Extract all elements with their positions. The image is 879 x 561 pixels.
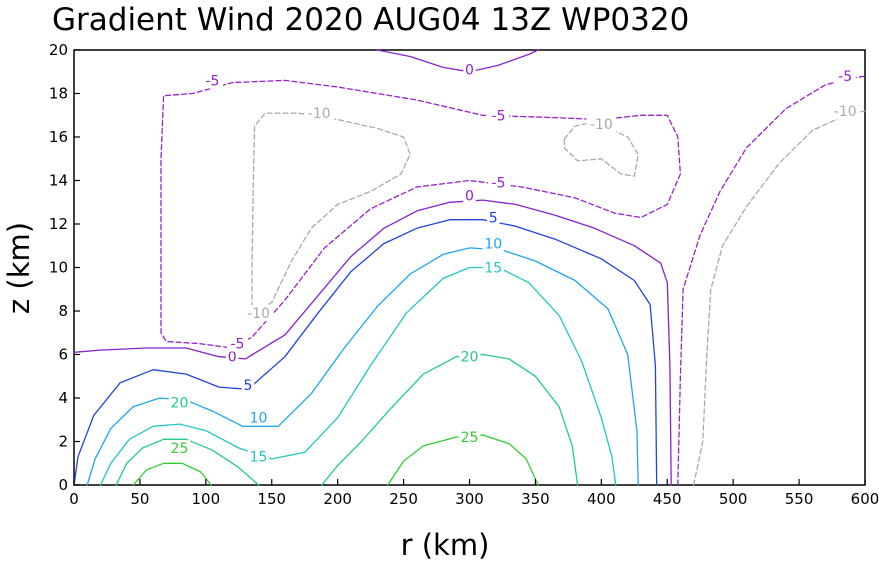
contour-label-20-1: 20: [171, 395, 189, 411]
contour-label-bg-10-1: [247, 409, 270, 426]
contour-line-20-1: [115, 438, 260, 486]
contour-label-neg5-2: -5: [492, 108, 506, 124]
contour-label-bg-0-3: [463, 61, 476, 78]
contour-label-bg-10-2: [482, 235, 504, 252]
x-axis: 0 50 100 150 200 250 300 350 400 450 500 550 600: [69, 479, 879, 508]
contour-label-bg-5-1: [241, 376, 255, 393]
y-axis: 0 2 4 6 8 10 12 14 16 18 20: [49, 41, 80, 494]
contour-label-bg-20-2: [458, 348, 481, 365]
y-tick-label: 6: [58, 346, 68, 364]
contour-line-25-1: [132, 462, 212, 486]
contour-label-neg10-3: -10: [247, 306, 270, 322]
contour-line-neg5-2: [160, 79, 682, 349]
contour-label-bg-15-1: [247, 448, 270, 465]
contour-label-bg-0-1: [225, 348, 239, 365]
contour-label-neg5-1: -5: [205, 73, 219, 89]
contour-label-bg-15-2: [482, 259, 504, 276]
contour-line-20-2: [321, 353, 579, 486]
x-tick-label: 350: [521, 490, 550, 508]
contour-labels: 252520201515101055000-5-5-5-5-5-10-10-10…: [168, 61, 861, 466]
x-tick-label: 500: [719, 490, 748, 508]
y-tick-label: 16: [49, 128, 68, 146]
contour-label-bg-neg5-3: [487, 174, 510, 191]
y-tick-label: 8: [58, 302, 68, 320]
contour-label-5-1: 5: [244, 378, 253, 394]
contour-label-bg-neg5-4: [226, 335, 249, 352]
contour-label-bg-neg10-2: [586, 115, 617, 132]
contour-label-10-1: 10: [250, 411, 268, 427]
contour-label-neg5-5: -5: [838, 69, 852, 85]
y-tick-label: 2: [58, 433, 68, 451]
contour-line-neg5-1: [677, 75, 866, 486]
x-tick-label: 150: [257, 490, 286, 508]
contour-line-0-1: [73, 199, 672, 486]
contour-label-bg-5-2: [486, 209, 500, 226]
x-tick-label: 400: [587, 490, 616, 508]
contour-line-15-1: [99, 266, 617, 486]
contour-label-0-2: 0: [465, 189, 474, 205]
x-tick-label: 450: [653, 490, 682, 508]
contour-label-bg-neg10-4: [830, 102, 861, 119]
x-axis-title: r (km): [401, 528, 490, 561]
y-tick-label: 20: [49, 41, 68, 59]
y-tick-label: 0: [58, 476, 68, 494]
contour-label-bg-neg10-1: [304, 105, 335, 122]
x-tick-label: 100: [192, 490, 221, 508]
contour-line-neg10-1: [692, 110, 866, 486]
y-axis-title: z (km): [2, 222, 36, 314]
x-tick-label: 200: [323, 490, 352, 508]
y-tick-label: 18: [49, 85, 68, 103]
x-tick-label: 600: [851, 490, 879, 508]
x-tick-label: 300: [455, 490, 484, 508]
contour-label-neg5-4: -5: [230, 337, 244, 353]
y-tick-label: 10: [49, 259, 68, 277]
contour-line-5-1: [73, 219, 658, 486]
contour-label-neg10-1: -10: [308, 106, 331, 122]
chart-title: Gradient Wind 2020 AUG04 13Z WP0320: [52, 2, 689, 38]
contour-line-neg10-2: [251, 112, 411, 317]
contour-label-bg-neg5-5: [834, 68, 856, 85]
contour-label-bg-20-1: [168, 394, 191, 411]
contour-label-neg10-4: -10: [834, 104, 857, 120]
contour-label-15-2: 15: [484, 261, 502, 277]
contour-label-bg-neg5-1: [201, 72, 224, 89]
contour-label-bg-25-2: [458, 429, 481, 446]
contour-label-25-1: 25: [171, 441, 189, 457]
x-tick-label: 50: [130, 490, 149, 508]
contour-label-bg-neg10-3: [243, 305, 274, 322]
x-tick-label: 0: [69, 490, 79, 508]
contour-line-0-2: [376, 49, 539, 73]
contour-label-20-2: 20: [461, 350, 479, 366]
contour-label-bg-neg5-2: [487, 107, 510, 124]
y-tick-label: 12: [49, 215, 68, 233]
x-tick-label: 250: [389, 490, 418, 508]
contour-label-neg5-3: -5: [492, 176, 506, 192]
contour-label-25-2: 25: [461, 430, 479, 446]
x-tick-label: 550: [785, 490, 814, 508]
contour-label-neg10-2: -10: [590, 117, 613, 133]
y-tick-label: 14: [49, 172, 68, 190]
contour-label-5-2: 5: [489, 210, 498, 226]
contour-label-bg-0-2: [463, 187, 476, 204]
contour-label-10-2: 10: [484, 237, 502, 253]
contour-line-neg10-3: [563, 121, 639, 177]
contour-label-0-1: 0: [228, 350, 237, 366]
contour-line-10-1: [86, 247, 639, 486]
contour-label-bg-25-1: [168, 440, 191, 457]
contour-label-0-3: 0: [465, 63, 474, 79]
contour-label-15-1: 15: [250, 450, 268, 466]
y-tick-label: 4: [58, 389, 68, 407]
contour-lines: [73, 49, 866, 486]
